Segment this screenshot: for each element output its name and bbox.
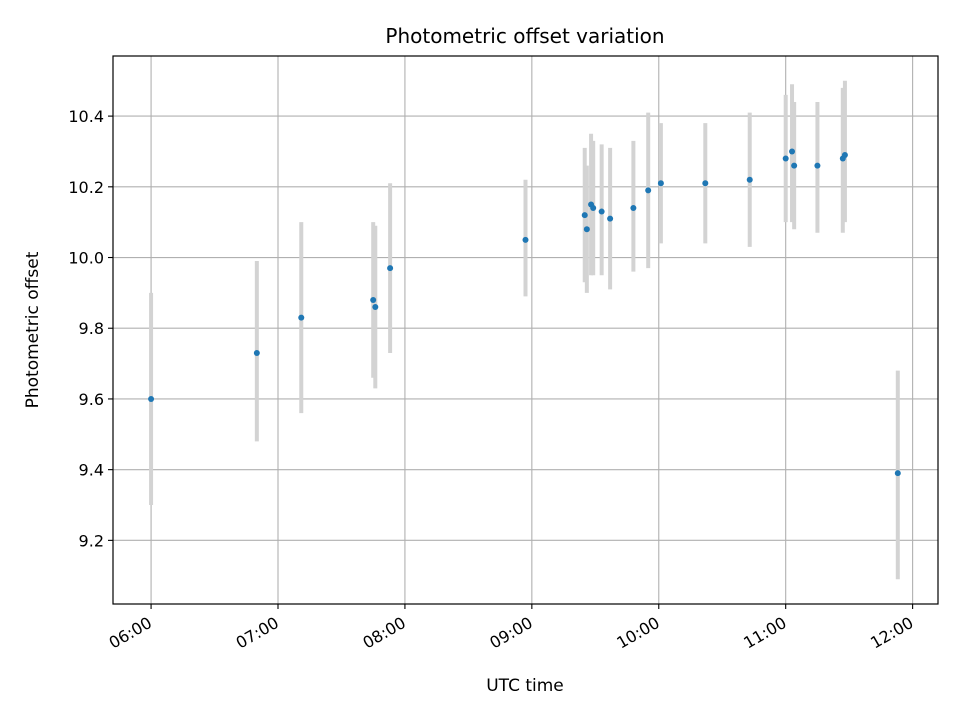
data-point [148,395,155,402]
data-point [607,215,614,222]
data-point [372,304,379,311]
data-point [791,162,798,169]
data-point [598,208,605,215]
data-point [894,470,901,477]
data-point [645,187,652,194]
data-point [782,155,789,162]
grid [113,56,938,604]
chart-title: Photometric offset variation [385,24,664,48]
data-points [148,148,901,477]
data-point [590,205,597,212]
y-axis-title: Photometric offset [23,251,43,408]
x-axis-title: UTC time [486,676,564,696]
y-tick-label: 9.2 [79,531,104,550]
data-point [814,162,821,169]
data-point [630,205,637,212]
data-point [298,314,305,321]
data-point [746,176,753,183]
y-tick-label: 10.4 [68,107,104,126]
data-point [583,226,590,233]
y-tick-label: 9.8 [79,319,104,338]
data-point [387,265,394,272]
data-point [253,349,260,356]
y-axis: 9.2 9.4 9.6 9.8 10.0 10.2 10.4 [68,107,113,550]
data-point [841,151,848,158]
data-point [581,212,588,219]
y-tick-label: 10.2 [68,178,104,197]
data-point [657,180,664,187]
y-tick-label: 9.4 [79,461,104,480]
data-point [522,236,529,243]
data-point [702,180,709,187]
plot-frame [112,55,939,605]
y-tick-label: 10.0 [68,249,104,268]
y-tick-label: 9.6 [79,390,104,409]
data-point [370,296,377,303]
data-point [789,148,796,155]
